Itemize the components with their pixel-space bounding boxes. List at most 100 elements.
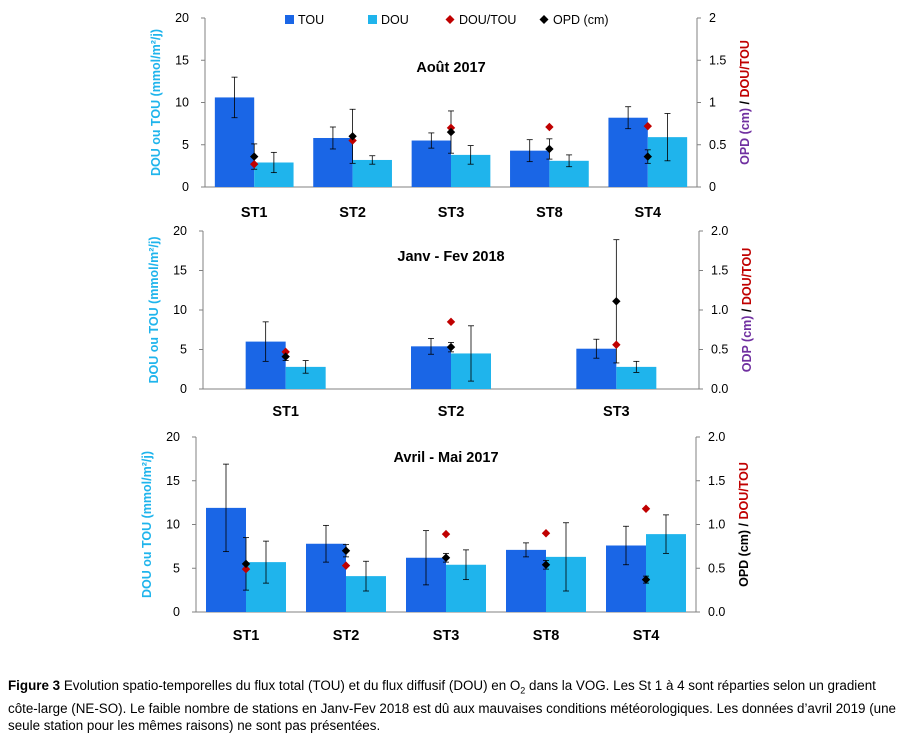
marker-dou-tou bbox=[348, 136, 357, 145]
y2-axis-label-part: OPD (cm) bbox=[738, 108, 752, 165]
y-tick-label: 5 bbox=[182, 138, 189, 152]
marker-opd bbox=[545, 144, 554, 154]
y2-tick-label: 1.0 bbox=[708, 518, 725, 532]
y-tick-label: 20 bbox=[175, 11, 189, 25]
y-tick-label: 10 bbox=[173, 303, 187, 317]
marker-opd bbox=[446, 342, 456, 352]
legend-label-1: DOU bbox=[381, 13, 409, 27]
y2-axis-label-part: / bbox=[740, 305, 754, 315]
marker-opd bbox=[348, 132, 357, 141]
chart-panel-3: 0 5 10 15 20 0.0 0.5 1.0 1.5 2.0 Avril - Mai 2017 D… bbox=[140, 430, 751, 644]
bar-dou bbox=[616, 366, 657, 389]
y-axis-label-part: (mmol/m²/j) bbox=[147, 236, 161, 307]
category-label: ST3 bbox=[438, 205, 465, 221]
y-tick-label: 5 bbox=[173, 561, 180, 575]
caption-text-after: dans la VOG. Les St 1 à 4 sont réparties… bbox=[8, 678, 897, 733]
y2-tick-label: 2 bbox=[709, 11, 716, 25]
y-axis-label-part: TOU bbox=[147, 307, 161, 333]
y-axis-label-part: (mmol/m²/j) bbox=[140, 451, 154, 522]
y2-tick-label: 0.5 bbox=[711, 343, 728, 357]
marker-dou-tou bbox=[643, 121, 652, 131]
marker-dou-tou bbox=[250, 159, 259, 169]
category-label: ST1 bbox=[241, 205, 268, 221]
legend-label-2: DOU/TOU bbox=[459, 13, 516, 27]
marker-dou-tou bbox=[541, 529, 551, 538]
y-tick-label: 15 bbox=[166, 474, 180, 488]
y-axis-label: DOU ou TOU (mmol/m²/j) bbox=[149, 29, 163, 176]
marker-dou-tou bbox=[545, 122, 554, 132]
y2-tick-label: 0.5 bbox=[708, 561, 725, 575]
y-axis-label-part: DOU bbox=[147, 356, 161, 384]
y-axis-label-part: ou bbox=[149, 126, 163, 148]
y2-tick-label: 0.5 bbox=[709, 138, 726, 152]
marker-opd bbox=[250, 152, 259, 161]
marker-dou-tou bbox=[341, 561, 351, 570]
marker-opd bbox=[541, 560, 551, 569]
marker-dou-tou bbox=[441, 529, 451, 539]
marker-opd bbox=[241, 559, 251, 569]
legend-marker-2 bbox=[445, 15, 455, 24]
y-tick-label: 20 bbox=[166, 430, 180, 444]
category-label: ST8 bbox=[536, 205, 563, 221]
marker-dou-tou bbox=[641, 504, 651, 513]
y-axis-label-part: DOU bbox=[140, 570, 154, 598]
category-label: ST2 bbox=[339, 205, 366, 221]
chart-title: Avril - Mai 2017 bbox=[393, 450, 498, 466]
y-tick-label: 15 bbox=[173, 264, 187, 278]
y2-tick-label: 1.5 bbox=[711, 264, 728, 278]
y-tick-label: 15 bbox=[175, 53, 189, 67]
legend-marker-3 bbox=[539, 15, 549, 24]
figure-charts: TOU DOU DOU/TOU OPD (cm)0510152000.511.52Ao… bbox=[140, 11, 754, 644]
y-axis-label-part: ou bbox=[140, 548, 154, 570]
category-label: ST1 bbox=[233, 628, 260, 644]
y2-axis-label: OPD (cm) / DOU/TOU bbox=[737, 462, 751, 587]
y2-axis-label-part: / bbox=[738, 98, 752, 108]
y2-tick-label: 1 bbox=[709, 96, 716, 110]
y-axis-label-part: ou bbox=[147, 334, 161, 356]
marker-dou-tou bbox=[446, 317, 456, 327]
bar-dou bbox=[285, 366, 326, 389]
chart-title: Janv - Fev 2018 bbox=[397, 249, 504, 265]
y2-tick-label: 2.0 bbox=[708, 430, 725, 444]
legend-label-3: OPD (cm) bbox=[553, 13, 609, 27]
category-label: ST2 bbox=[333, 628, 360, 644]
category-label: ST4 bbox=[633, 628, 660, 644]
marker-opd bbox=[341, 546, 351, 555]
category-label: ST4 bbox=[635, 205, 662, 221]
y2-tick-label: 1.0 bbox=[711, 303, 728, 317]
category-label: ST2 bbox=[438, 404, 465, 420]
chart-title: Août 2017 bbox=[416, 60, 485, 76]
category-label: ST8 bbox=[533, 628, 560, 644]
y2-axis-label-part: DOU/TOU bbox=[738, 40, 752, 97]
marker-opd bbox=[641, 575, 651, 584]
legend-swatch-1 bbox=[368, 15, 377, 24]
y2-tick-label: 0.0 bbox=[711, 382, 728, 396]
y-tick-label: 20 bbox=[173, 224, 187, 238]
y-axis-label: DOU ou TOU (mmol/m²/j) bbox=[147, 236, 161, 383]
y2-tick-label: 1.5 bbox=[709, 53, 726, 67]
y2-axis-label-part: OPD (cm) / bbox=[737, 520, 751, 587]
marker-dou-tou bbox=[612, 340, 621, 349]
y2-axis-label-part: DOU/TOU bbox=[740, 248, 754, 305]
y-tick-label: 5 bbox=[180, 343, 187, 357]
y2-axis-label: OPD (cm) / DOU/TOU bbox=[738, 40, 752, 165]
bar-tou bbox=[506, 549, 546, 612]
y2-tick-label: 0 bbox=[709, 180, 716, 194]
marker-opd bbox=[643, 152, 652, 161]
y-axis-label-part: TOU bbox=[140, 522, 154, 548]
y-axis-label-part: (mmol/m²/j) bbox=[149, 29, 163, 100]
y-tick-label: 10 bbox=[175, 96, 189, 110]
caption-text-before: Evolution spatio-temporelles du flux tot… bbox=[60, 678, 521, 693]
category-label: ST1 bbox=[272, 404, 299, 420]
y-tick-label: 0 bbox=[173, 605, 180, 619]
y-axis-label-part: TOU bbox=[149, 100, 163, 126]
marker-dou-tou bbox=[281, 347, 290, 357]
marker-opd bbox=[281, 352, 290, 361]
figure-caption: Figure 3 Evolution spatio-temporelles du… bbox=[8, 677, 900, 734]
legend-label-0: TOU bbox=[298, 13, 324, 27]
marker-opd bbox=[441, 553, 451, 562]
y-tick-label: 10 bbox=[166, 518, 180, 532]
caption-label: Figure 3 bbox=[8, 678, 61, 693]
bar-tou bbox=[608, 117, 648, 187]
marker-dou-tou bbox=[446, 123, 456, 133]
